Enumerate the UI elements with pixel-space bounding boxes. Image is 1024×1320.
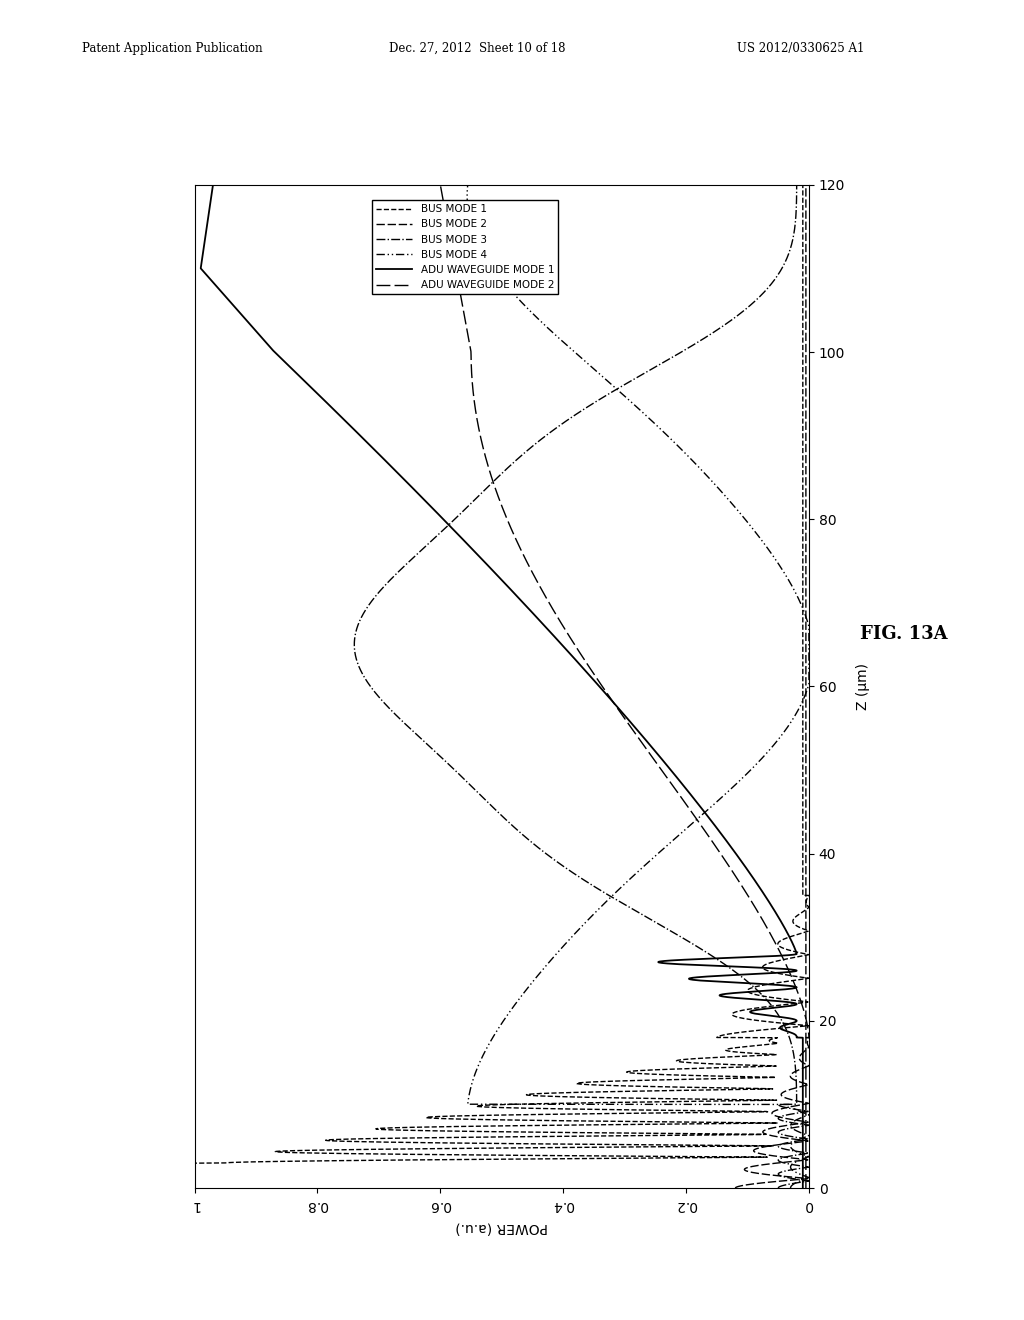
- BUS MODE 1: [797, 759, 809, 775]
- BUS MODE 2: [729, 1180, 741, 1196]
- BUS MODE 3: [790, 207, 802, 223]
- Text: FIG. 13A: FIG. 13A: [860, 624, 948, 643]
- BUS MODE 3: [803, 177, 815, 193]
- BUS MODE 4: [784, 1180, 797, 1196]
- BUS MODE 4: [756, 751, 768, 767]
- Text: Patent Application Publication: Patent Application Publication: [82, 42, 262, 55]
- BUS MODE 4: [803, 177, 815, 193]
- ADU WAVEGUIDE MODE 2: [653, 759, 666, 775]
- BUS MODE 4: [685, 451, 697, 467]
- BUS MODE 1: [797, 257, 809, 273]
- ADU WAVEGUIDE MODE 1: [662, 759, 674, 775]
- Text: US 2012/0330625 A1: US 2012/0330625 A1: [737, 42, 864, 55]
- Line: BUS MODE 1: BUS MODE 1: [195, 185, 809, 1188]
- BUS MODE 1: [797, 207, 809, 223]
- BUS MODE 2: [800, 704, 812, 719]
- BUS MODE 3: [445, 759, 458, 775]
- BUS MODE 4: [463, 207, 475, 223]
- ADU WAVEGUIDE MODE 1: [207, 177, 219, 193]
- BUS MODE 1: [188, 1180, 201, 1196]
- BUS MODE 1: [797, 704, 809, 719]
- BUS MODE 4: [748, 759, 760, 775]
- ADU WAVEGUIDE MODE 2: [800, 1180, 812, 1196]
- BUS MODE 1: [797, 451, 809, 467]
- ADU WAVEGUIDE MODE 1: [195, 257, 207, 273]
- BUS MODE 3: [436, 751, 449, 767]
- ADU WAVEGUIDE MODE 1: [797, 1180, 809, 1196]
- Y-axis label: Z (μm): Z (μm): [856, 663, 870, 710]
- Text: Dec. 27, 2012  Sheet 10 of 18: Dec. 27, 2012 Sheet 10 of 18: [389, 42, 565, 55]
- ADU WAVEGUIDE MODE 2: [440, 207, 453, 223]
- BUS MODE 2: [800, 257, 812, 273]
- ADU WAVEGUIDE MODE 2: [480, 451, 493, 467]
- Line: BUS MODE 3: BUS MODE 3: [354, 185, 809, 1188]
- Legend: BUS MODE 1, BUS MODE 2, BUS MODE 3, BUS MODE 4, ADU WAVEGUIDE MODE 1, ADU WAVEGU: BUS MODE 1, BUS MODE 2, BUS MODE 3, BUS …: [372, 201, 558, 294]
- BUS MODE 2: [800, 759, 812, 775]
- ADU WAVEGUIDE MODE 1: [203, 207, 215, 223]
- Line: ADU WAVEGUIDE MODE 2: ADU WAVEGUIDE MODE 2: [440, 185, 809, 1188]
- BUS MODE 1: [797, 177, 809, 193]
- Line: BUS MODE 2: BUS MODE 2: [735, 185, 809, 1188]
- BUS MODE 3: [772, 1180, 784, 1196]
- X-axis label: POWER (a.u.): POWER (a.u.): [456, 1220, 548, 1234]
- Line: ADU WAVEGUIDE MODE 1: ADU WAVEGUIDE MODE 1: [201, 185, 803, 1188]
- BUS MODE 4: [485, 257, 498, 273]
- BUS MODE 3: [777, 257, 790, 273]
- ADU WAVEGUIDE MODE 1: [655, 751, 668, 767]
- ADU WAVEGUIDE MODE 2: [613, 704, 626, 719]
- BUS MODE 2: [800, 751, 812, 767]
- ADU WAVEGUIDE MODE 1: [615, 704, 628, 719]
- BUS MODE 4: [792, 704, 804, 719]
- BUS MODE 1: [797, 751, 809, 767]
- BUS MODE 2: [800, 451, 812, 467]
- ADU WAVEGUIDE MODE 1: [378, 451, 390, 467]
- ADU WAVEGUIDE MODE 2: [449, 257, 461, 273]
- BUS MODE 3: [511, 451, 523, 467]
- BUS MODE 3: [386, 704, 398, 719]
- BUS MODE 2: [800, 177, 812, 193]
- ADU WAVEGUIDE MODE 2: [434, 177, 446, 193]
- ADU WAVEGUIDE MODE 2: [647, 751, 659, 767]
- BUS MODE 2: [800, 207, 812, 223]
- Line: BUS MODE 4: BUS MODE 4: [467, 185, 809, 1188]
